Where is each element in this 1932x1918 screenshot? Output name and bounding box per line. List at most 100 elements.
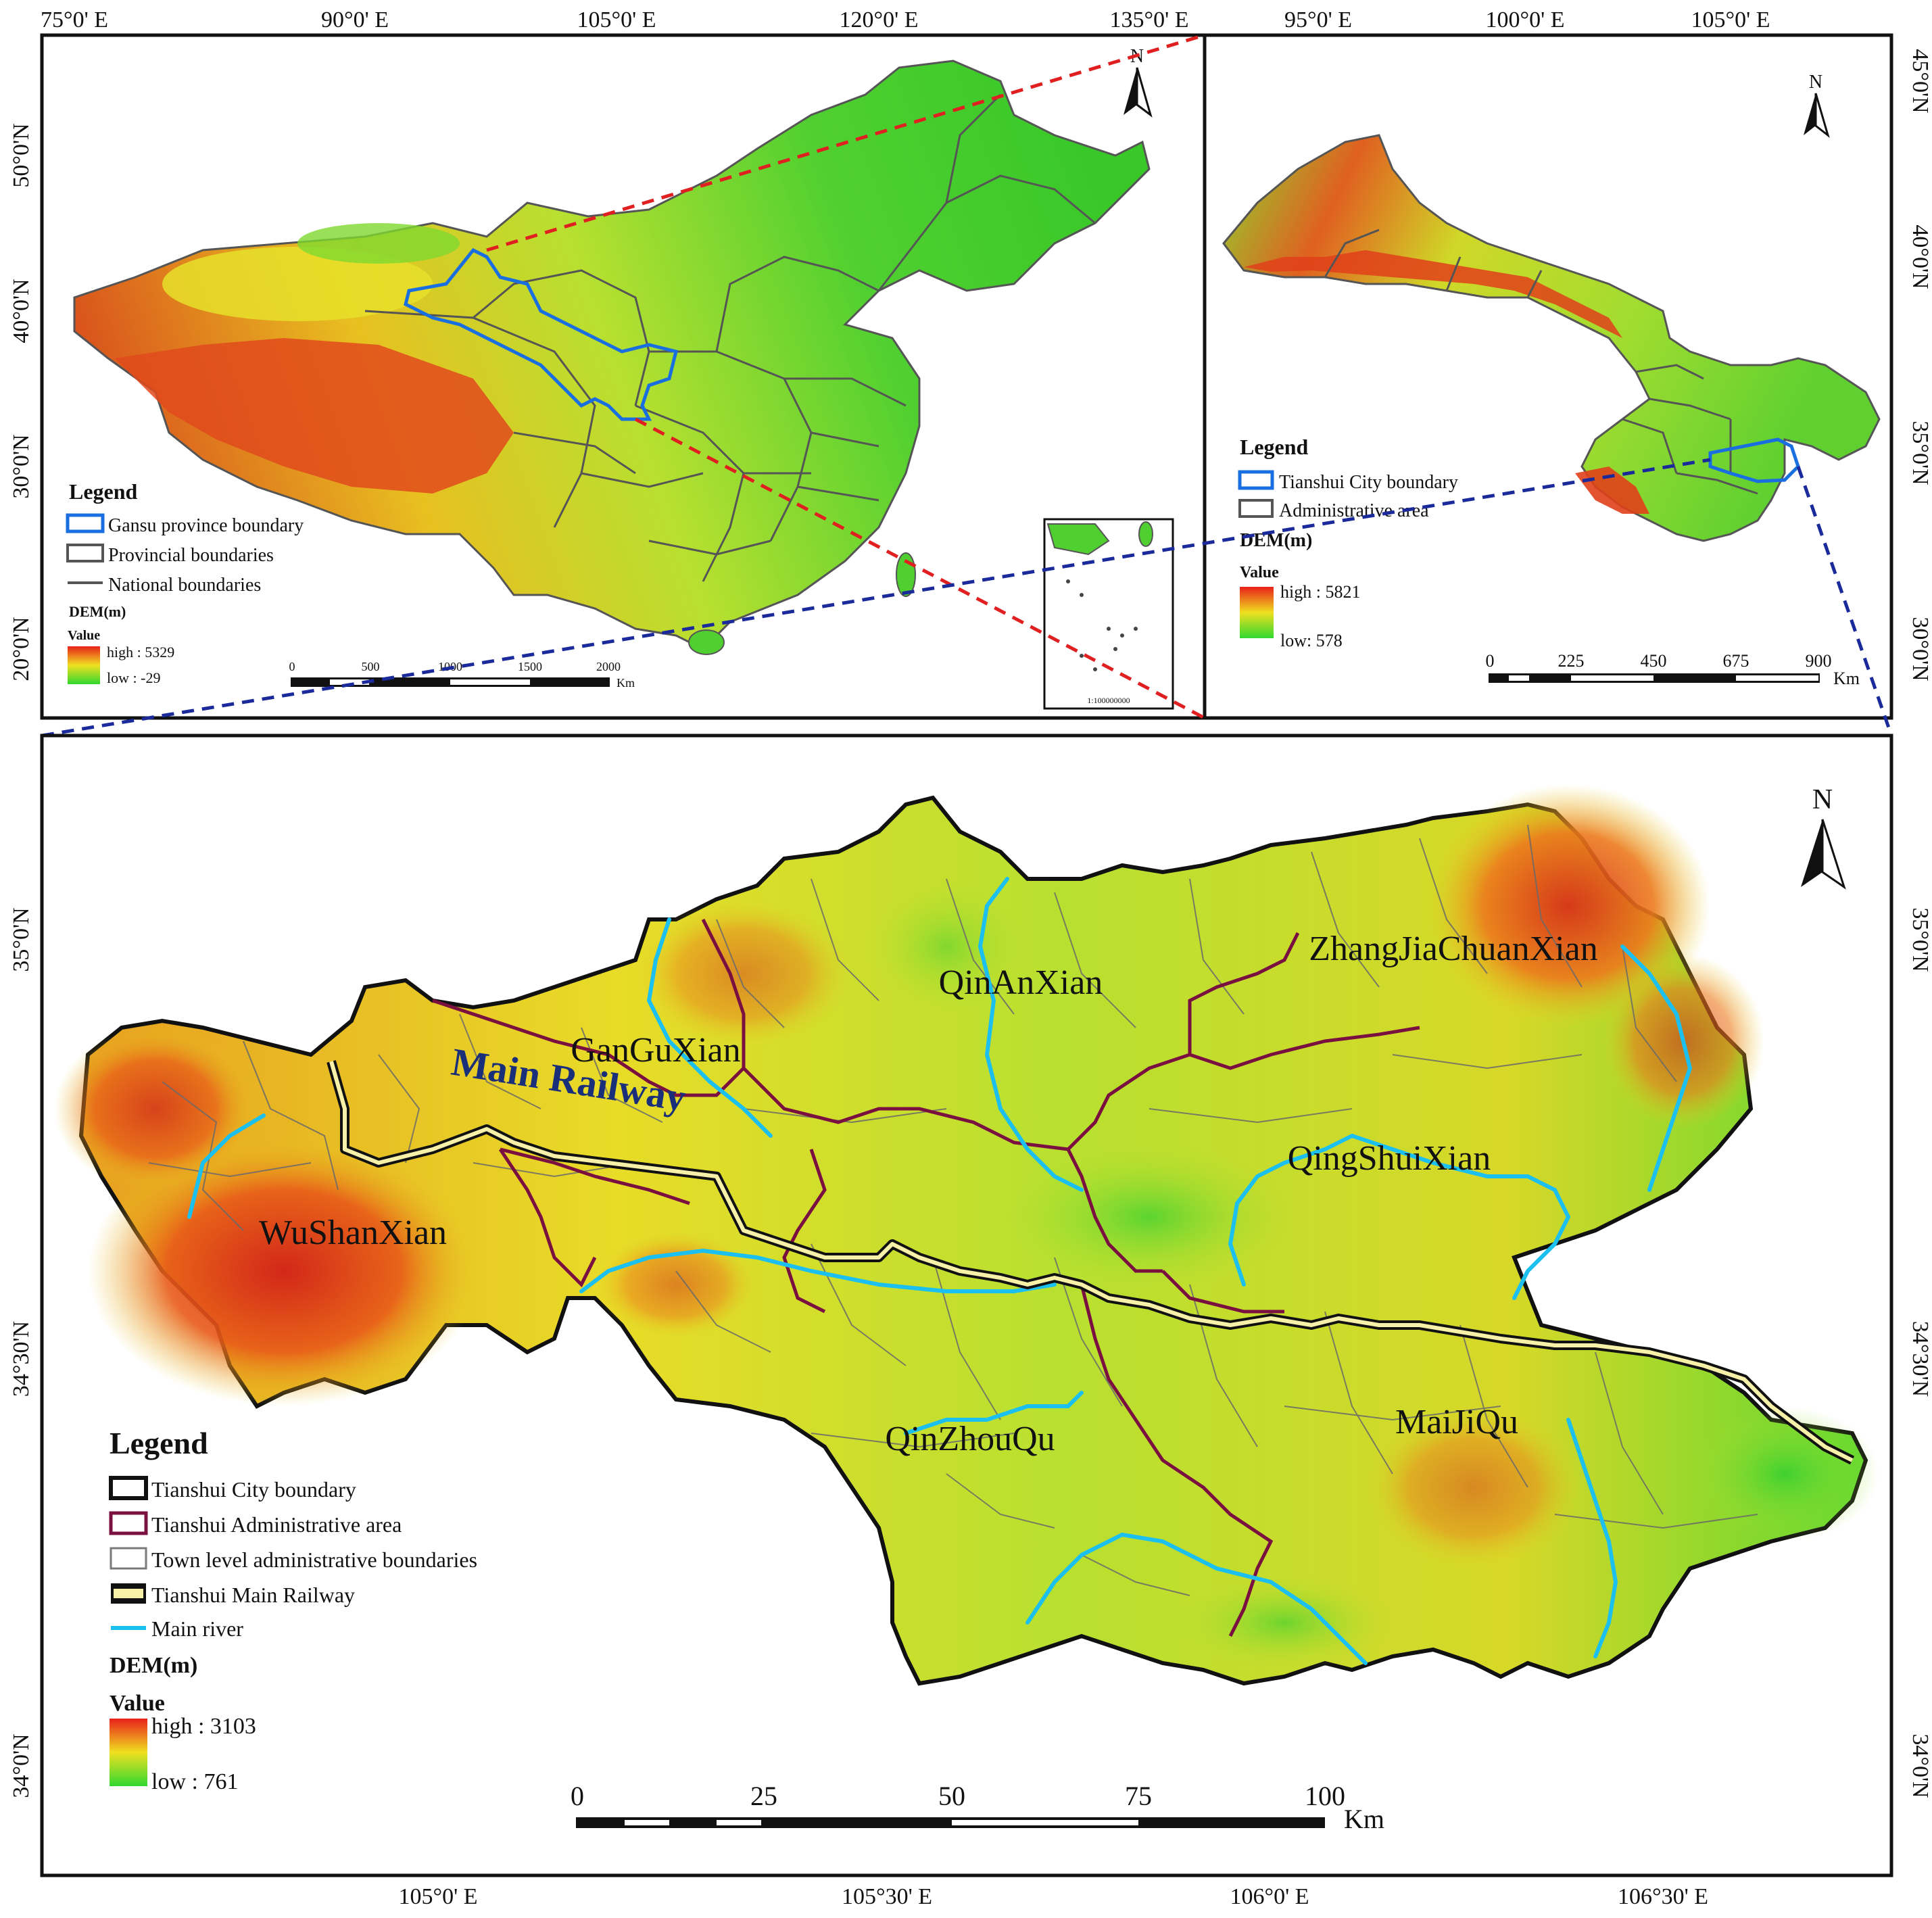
svg-text:100: 100 xyxy=(1305,1781,1345,1811)
bottom-legend: Legend Tianshui City boundary Tianshui A… xyxy=(109,1426,477,1794)
gansu-boundary-outline xyxy=(404,247,679,421)
district-label: QinAnXian xyxy=(939,963,1103,1002)
legend-item: Tianshui City boundary xyxy=(1279,472,1458,493)
svg-text:0: 0 xyxy=(1486,651,1495,671)
svg-text:35°0'N: 35°0'N xyxy=(9,907,34,972)
value-label: Value xyxy=(110,1691,165,1716)
svg-text:95°0' E: 95°0' E xyxy=(1284,7,1352,32)
admin-area-swatch xyxy=(109,1511,148,1535)
svg-text:105°0' E: 105°0' E xyxy=(577,7,656,32)
svg-text:135°0' E: 135°0' E xyxy=(1110,7,1189,32)
north-arrow-icon: N xyxy=(1124,46,1153,118)
north-arrow-icon: N xyxy=(1801,784,1846,890)
legend-title: Legend xyxy=(69,479,138,504)
top-right-legend: Legend Tianshui City boundary Administra… xyxy=(1238,435,1458,650)
svg-text:20°0'N: 20°0'N xyxy=(9,617,34,681)
district-label: WuShanXian xyxy=(259,1214,447,1252)
district-label: MaiJiQu xyxy=(1395,1403,1518,1441)
svg-text:75: 75 xyxy=(1125,1781,1152,1811)
top-right-lat-labels: 45°0'N 40°0'N 35°0'N 30°0'N xyxy=(1908,49,1932,681)
bottom-scale-bar: 0 25 50 75 100 Km xyxy=(571,1781,1384,1834)
gansu-overview-map xyxy=(1203,33,1893,720)
svg-text:34°0'N: 34°0'N xyxy=(9,1733,34,1798)
svg-text:106°30' E: 106°30' E xyxy=(1618,1884,1708,1909)
gansu-boundary-swatch xyxy=(66,513,105,533)
dem-title: DEM(m) xyxy=(110,1653,197,1678)
svg-text:105°0' E: 105°0' E xyxy=(1691,7,1770,32)
legend-title: Legend xyxy=(1240,435,1309,459)
svg-text:35°0'N: 35°0'N xyxy=(1908,421,1932,485)
dem-title: DEM(m) xyxy=(69,603,126,620)
svg-text:30°0'N: 30°0'N xyxy=(9,434,34,498)
dem-colorbar xyxy=(110,1719,147,1786)
svg-text:34°30'N: 34°30'N xyxy=(9,1321,34,1397)
dem-high: high : 3103 xyxy=(151,1714,256,1739)
connector-lines xyxy=(41,33,1893,738)
district-labels: ZhangJiaChuanXian QinAnXian GanGuXian Qi… xyxy=(259,930,1598,1458)
svg-text:Km: Km xyxy=(1344,1804,1384,1834)
svg-text:90°0' E: 90°0' E xyxy=(321,7,389,32)
svg-text:25: 25 xyxy=(750,1781,777,1811)
svg-text:0: 0 xyxy=(289,660,295,673)
legend-item: Gansu province boundary xyxy=(108,515,304,536)
dem-high: high : 5329 xyxy=(107,644,174,661)
bottom-lat-labels-right: 35°0'N 34°30'N 34°0'N xyxy=(1908,907,1932,1798)
top-left-lat-labels: 50°0'N 40°0'N 30°0'N 20°0'N xyxy=(9,123,34,681)
svg-text:2000: 2000 xyxy=(596,660,621,673)
svg-text:45°0'N: 45°0'N xyxy=(1908,49,1932,113)
administrative-area-boundaries xyxy=(432,918,1420,1637)
tianshui-boundary-swatch xyxy=(1238,470,1274,490)
svg-text:35°0'N: 35°0'N xyxy=(1908,907,1932,972)
svg-text:105°30' E: 105°30' E xyxy=(842,1884,932,1909)
top-left-legend: Legend Gansu province boundary Provincia… xyxy=(66,479,304,686)
svg-text:675: 675 xyxy=(1723,651,1749,671)
dem-low: low : 761 xyxy=(151,1769,238,1794)
svg-text:450: 450 xyxy=(1641,651,1667,671)
dem-title: DEM(m) xyxy=(1240,530,1312,551)
svg-text:1500: 1500 xyxy=(518,660,542,673)
dem-colorbar xyxy=(1240,587,1274,638)
district-label: QinZhouQu xyxy=(885,1420,1055,1458)
legend-item: Main river xyxy=(151,1616,243,1641)
district-label: GanGuXian xyxy=(571,1031,740,1070)
dem-low: low: 578 xyxy=(1280,631,1343,650)
legend-item: Town level administrative boundaries xyxy=(151,1548,477,1572)
district-label: ZhangJiaChuanXian xyxy=(1309,930,1597,968)
legend-item: Tianshui City boundary xyxy=(151,1477,356,1502)
svg-text:900: 900 xyxy=(1806,651,1832,671)
svg-text:30°0'N: 30°0'N xyxy=(1908,617,1932,681)
bottom-lat-labels-left: 35°0'N 34°30'N 34°0'N xyxy=(9,907,34,1798)
town-boundary-swatch xyxy=(110,1547,147,1570)
svg-text:106°0' E: 106°0' E xyxy=(1230,1884,1309,1909)
svg-text:100°0' E: 100°0' E xyxy=(1486,7,1565,32)
inset-scale-text: 1:100000000 xyxy=(1087,696,1130,705)
svg-text:50: 50 xyxy=(938,1781,965,1811)
gansu-landmass xyxy=(1222,134,1881,542)
north-arrow-icon: N xyxy=(1804,72,1830,139)
bottom-lon-labels: 105°0' E 105°30' E 106°0' E 106°30' E xyxy=(399,1884,1709,1909)
top-right-lon-labels: 95°0' E 100°0' E 105°0' E xyxy=(1284,7,1770,32)
svg-text:40°0'N: 40°0'N xyxy=(9,279,34,343)
tianshui-detail-map: ZhangJiaChuanXian QinAnXian GanGuXian Qi… xyxy=(40,734,1893,1877)
main-rivers xyxy=(187,877,1693,1665)
svg-text:N: N xyxy=(1809,72,1822,93)
legend-item: National boundaries xyxy=(108,575,261,596)
svg-text:105°0' E: 105°0' E xyxy=(399,1884,478,1909)
value-label: Value xyxy=(1240,564,1279,581)
legend-item: Provincial boundaries xyxy=(108,545,274,566)
dem-high: high : 5821 xyxy=(1280,582,1360,602)
tianshui-boundary-outline xyxy=(1708,437,1800,483)
svg-text:0: 0 xyxy=(571,1781,584,1811)
svg-text:500: 500 xyxy=(362,660,380,673)
svg-text:34°30'N: 34°30'N xyxy=(1908,1321,1932,1397)
provincial-boundary-swatch xyxy=(66,544,104,562)
dem-low: low : -29 xyxy=(107,669,160,686)
svg-text:Km: Km xyxy=(617,676,635,690)
svg-text:34°0'N: 34°0'N xyxy=(1908,1733,1932,1798)
china-overview-map: 1:100000000 xyxy=(40,33,1207,720)
dem-colorbar xyxy=(68,646,100,684)
tianshui-boundary-swatch xyxy=(109,1476,148,1500)
legend-title: Legend xyxy=(110,1426,208,1460)
top-right-scale-bar: 0 225 450 675 900 Km xyxy=(1486,651,1860,688)
